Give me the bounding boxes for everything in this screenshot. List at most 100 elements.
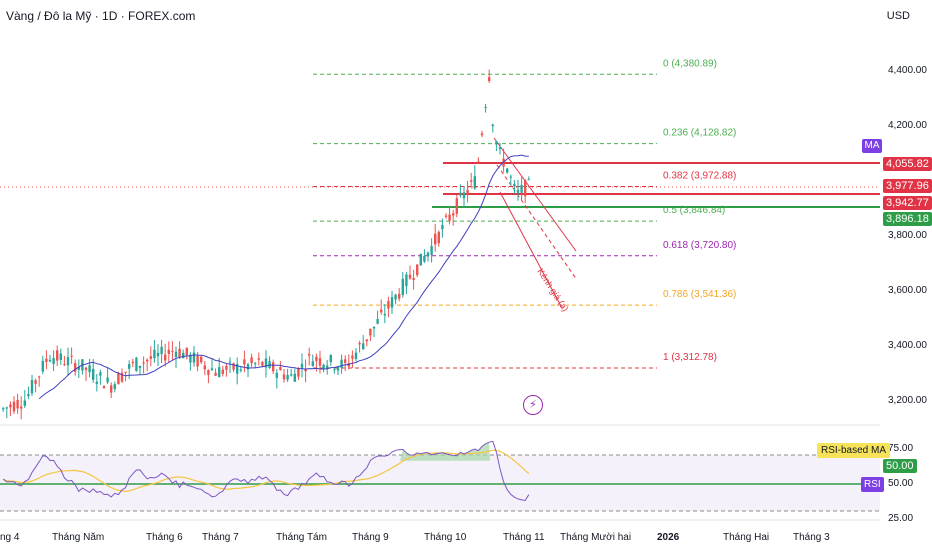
event-bolt-icon[interactable]: ⚡: [523, 395, 543, 415]
price-tick: 3,800.00: [888, 230, 927, 241]
candle: [315, 356, 318, 362]
candle: [394, 294, 397, 300]
rsi-line: [2, 440, 530, 502]
candle: [372, 326, 376, 329]
time-tick: Tháng 9: [352, 532, 389, 543]
rsi-band: [0, 455, 880, 511]
time-tick: Tháng 11: [503, 532, 545, 543]
candle: [2, 408, 5, 410]
rsi-badge[interactable]: RSI: [861, 477, 884, 492]
candle: [189, 354, 192, 363]
candle: [480, 133, 484, 136]
candle: [437, 231, 440, 244]
candle: [390, 297, 394, 308]
candle: [477, 161, 480, 163]
fib-label: 0.5 (3,846.84): [663, 205, 725, 216]
candle: [452, 213, 455, 216]
candle: [318, 358, 322, 366]
horizontal-lines: [432, 162, 880, 208]
candle: [308, 353, 311, 356]
candle: [509, 176, 512, 178]
candle: [138, 366, 142, 368]
candle: [275, 372, 278, 378]
candle: [459, 192, 462, 196]
price-tag: 3,896.18: [883, 212, 932, 226]
candle: [203, 365, 206, 370]
candle: [351, 355, 354, 359]
candle: [142, 362, 145, 364]
candle: [102, 386, 106, 389]
candle: [196, 355, 199, 367]
candle: [466, 189, 469, 195]
candle: [178, 348, 181, 358]
candle: [272, 362, 275, 372]
candle: [52, 357, 55, 364]
rsi-ma-badge[interactable]: RSI-based MA: [817, 443, 891, 458]
candle: [444, 215, 448, 217]
candle: [297, 368, 300, 377]
candle: [153, 349, 156, 359]
candle: [326, 365, 329, 369]
candle: [513, 183, 516, 187]
price-tag: 4,055.82: [883, 157, 932, 171]
candle: [174, 351, 178, 357]
fib-label: 1 (3,312.78): [663, 352, 717, 363]
candle: [5, 407, 8, 409]
currency-label[interactable]: USD: [886, 10, 910, 22]
candle: [516, 189, 520, 193]
candle: [63, 364, 66, 366]
candle: [56, 350, 59, 361]
candle: [146, 359, 149, 362]
candle: [77, 366, 80, 370]
candle: [128, 363, 131, 369]
candle: [322, 364, 325, 369]
candle: [264, 358, 268, 368]
candle: [293, 373, 296, 382]
candle: [250, 357, 253, 364]
candle: [524, 180, 527, 197]
candle: [16, 399, 19, 409]
candle: [9, 404, 12, 408]
price-tick: 4,200.00: [888, 120, 927, 131]
rsi-tick: 50.00: [888, 478, 913, 489]
candle: [261, 361, 264, 366]
candle: [282, 374, 286, 380]
candle: [74, 363, 77, 372]
candle: [495, 141, 498, 145]
candle: [30, 379, 34, 394]
candle: [491, 124, 494, 127]
time-tick: Tháng 10: [424, 532, 467, 543]
candle: [239, 369, 242, 371]
rsi-overbought-fill: [400, 442, 490, 461]
candle: [383, 314, 386, 316]
time-tick: Tháng Tám: [276, 532, 327, 543]
candle: [218, 367, 221, 378]
candle: [462, 192, 466, 199]
candle: [228, 361, 232, 363]
symbol-title[interactable]: Vàng / Đô la Mỹ · 1D · FOREX.com: [6, 9, 196, 23]
candle: [336, 366, 340, 371]
candle: [387, 301, 390, 309]
candle: [210, 368, 214, 370]
candle: [221, 369, 224, 374]
candle: [300, 363, 304, 368]
candle: [207, 370, 210, 376]
candlestick-series: [2, 69, 530, 420]
candle: [354, 352, 358, 360]
candle: [84, 367, 88, 371]
candle: [66, 357, 70, 366]
candle: [279, 366, 282, 371]
rsi-axis: 75.00 50.00 25.00: [888, 443, 913, 524]
candle: [246, 364, 250, 370]
candle: [506, 168, 509, 173]
ma-badge[interactable]: MA: [862, 139, 882, 153]
candle: [160, 346, 163, 355]
time-tick: 2026: [657, 532, 680, 543]
candle: [455, 198, 458, 214]
candle: [185, 347, 188, 356]
channel-edge: [493, 137, 577, 252]
candle: [380, 309, 383, 313]
candle: [254, 363, 257, 365]
time-tick: Tháng Năm: [52, 532, 104, 543]
